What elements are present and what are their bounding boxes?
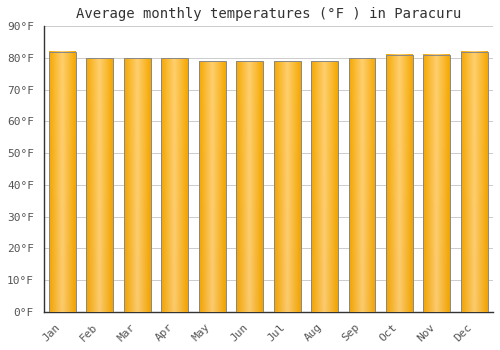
Bar	[311, 61, 338, 312]
Bar	[386, 55, 413, 312]
Bar	[49, 52, 76, 312]
Bar	[124, 58, 151, 312]
Bar	[236, 61, 263, 312]
Bar	[311, 61, 338, 312]
Bar	[49, 52, 76, 312]
Bar	[162, 58, 188, 312]
Bar	[274, 61, 300, 312]
Bar	[198, 61, 226, 312]
Bar	[348, 58, 376, 312]
Bar	[424, 55, 450, 312]
Bar	[461, 52, 488, 312]
Bar	[162, 58, 188, 312]
Bar	[198, 61, 226, 312]
Bar	[124, 58, 151, 312]
Bar	[236, 61, 263, 312]
Bar	[424, 55, 450, 312]
Bar	[348, 58, 376, 312]
Bar	[461, 52, 488, 312]
Title: Average monthly temperatures (°F ) in Paracuru: Average monthly temperatures (°F ) in Pa…	[76, 7, 461, 21]
Bar	[386, 55, 413, 312]
Bar	[86, 58, 114, 312]
Bar	[86, 58, 114, 312]
Bar	[274, 61, 300, 312]
